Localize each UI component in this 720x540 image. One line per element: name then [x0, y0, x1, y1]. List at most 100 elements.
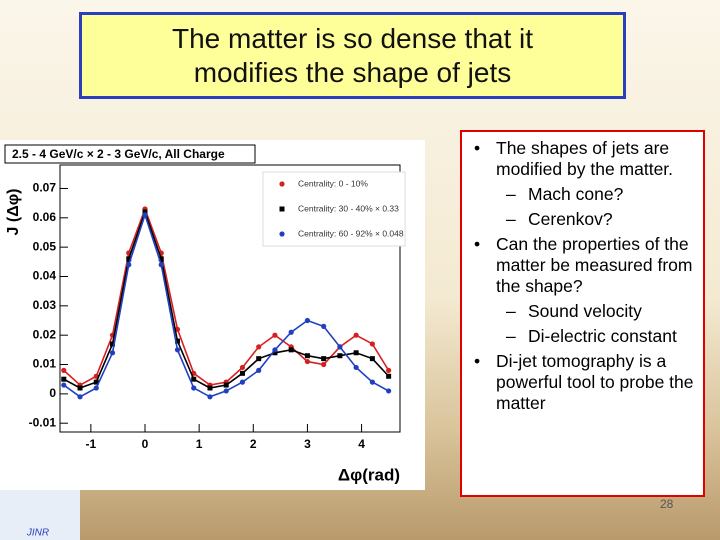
sub-bullet-text: Mach cone?: [528, 184, 624, 204]
sub-dash: –: [506, 301, 516, 321]
bullet-dot: •: [474, 138, 481, 158]
data-point: [386, 373, 392, 379]
bullet-dot: •: [474, 351, 481, 371]
data-point: [272, 332, 278, 338]
data-point: [353, 364, 359, 371]
legend-marker: [279, 206, 285, 212]
data-point: [369, 341, 375, 347]
x-tick-label: 4: [358, 437, 365, 451]
data-point: [142, 209, 148, 215]
data-point: [337, 353, 343, 359]
legend-marker: [279, 231, 285, 237]
y-tick-label: 0.06: [33, 210, 57, 224]
bullet-text: Di-jet tomography is a powerful tool to …: [496, 351, 694, 413]
bullet-text: The shapes of jets are modified by the m…: [496, 138, 674, 179]
legend-box: [262, 171, 406, 247]
data-point: [61, 376, 67, 382]
data-point: [126, 262, 132, 268]
x-axis-label: Δφ(rad): [338, 465, 400, 484]
data-point: [207, 385, 213, 391]
x-tick-label: 2: [250, 437, 257, 451]
data-point: [223, 382, 229, 388]
data-point: [158, 262, 164, 268]
logo: [0, 490, 80, 540]
sub-bullet: – Cerenkov?: [506, 209, 697, 230]
title: The matter is so dense that it modifies …: [171, 22, 534, 88]
title-box: The matter is so dense that it modifies …: [79, 12, 626, 99]
data-point: [288, 329, 294, 335]
data-point: [142, 212, 148, 218]
y-tick-label: -0.01: [29, 415, 57, 429]
data-point: [239, 370, 245, 376]
data-point: [304, 317, 311, 324]
legend-label: Centrality: 60 - 92% × 0.048: [298, 228, 404, 238]
sub-dash: –: [506, 209, 516, 229]
data-point: [369, 379, 375, 385]
data-point: [321, 323, 327, 329]
data-point: [109, 350, 116, 356]
y-tick-label: 0: [49, 386, 56, 400]
data-point: [321, 356, 327, 362]
data-point: [93, 379, 99, 385]
bullet-text: Can the properties of the matter be meas…: [496, 234, 693, 296]
data-point: [126, 256, 132, 262]
bullet-dot: •: [474, 234, 481, 254]
data-point: [321, 361, 327, 368]
data-point: [256, 367, 262, 373]
data-point: [77, 385, 83, 391]
logo-text: JINR: [26, 528, 49, 539]
data-point: [256, 356, 262, 362]
data-point: [207, 394, 213, 400]
data-point: [110, 341, 116, 347]
data-point: [272, 347, 278, 353]
data-point: [174, 338, 180, 344]
data-point: [77, 394, 83, 400]
data-point: [304, 358, 311, 365]
legend-label: Centrality: 0 - 10%: [298, 178, 368, 188]
data-point: [386, 367, 392, 373]
sub-bullet: – Di-electric constant: [506, 326, 697, 347]
legend-label: Centrality: 30 - 40% × 0.33: [298, 203, 399, 213]
x-tick-label: -1: [86, 437, 97, 451]
data-point: [61, 382, 67, 388]
sub-bullet: – Mach cone?: [506, 184, 697, 205]
bullet-box: • The shapes of jets are modified by the …: [460, 130, 705, 497]
sub-bullet-text: Cerenkov?: [528, 209, 613, 229]
data-point: [93, 385, 99, 391]
data-point: [386, 388, 392, 394]
data-point: [191, 385, 197, 391]
x-tick-label: 1: [196, 437, 203, 451]
y-tick-label: 0.03: [33, 298, 57, 312]
sub-bullet: – Sound velocity: [506, 301, 697, 322]
data-point: [256, 344, 262, 350]
plot-frame: [59, 164, 401, 433]
legend-marker: [279, 181, 285, 187]
data-point: [191, 376, 197, 382]
data-point: [239, 379, 246, 385]
y-axis-label: J (Δφ): [5, 189, 22, 236]
bullet: • Di-jet tomography is a powerful tool to…: [474, 351, 697, 414]
data-point: [158, 256, 164, 262]
plot-title: 2.5 - 4 GeV/c × 2 - 3 GeV/c, All Charge: [12, 147, 225, 161]
sub-dash: –: [506, 326, 516, 346]
data-point: [369, 356, 375, 362]
data-point: [353, 350, 359, 356]
sub-bullet-text: Sound velocity: [528, 301, 642, 321]
x-tick-label: 0: [142, 437, 149, 451]
data-point: [337, 344, 343, 350]
data-point: [174, 347, 181, 353]
data-point: [272, 350, 278, 356]
sub-dash: –: [506, 184, 516, 204]
data-point: [61, 367, 67, 373]
sub-bullet-text: Di-electric constant: [528, 326, 677, 346]
data-point: [304, 353, 310, 359]
data-point: [223, 388, 229, 394]
y-tick-label: 0.02: [33, 327, 57, 341]
x-tick-label: 3: [304, 437, 311, 451]
data-point: [239, 364, 246, 371]
page-number: 28: [660, 497, 674, 511]
plot-title-box: [4, 144, 256, 164]
bullet: • The shapes of jets are modified by the …: [474, 138, 697, 180]
